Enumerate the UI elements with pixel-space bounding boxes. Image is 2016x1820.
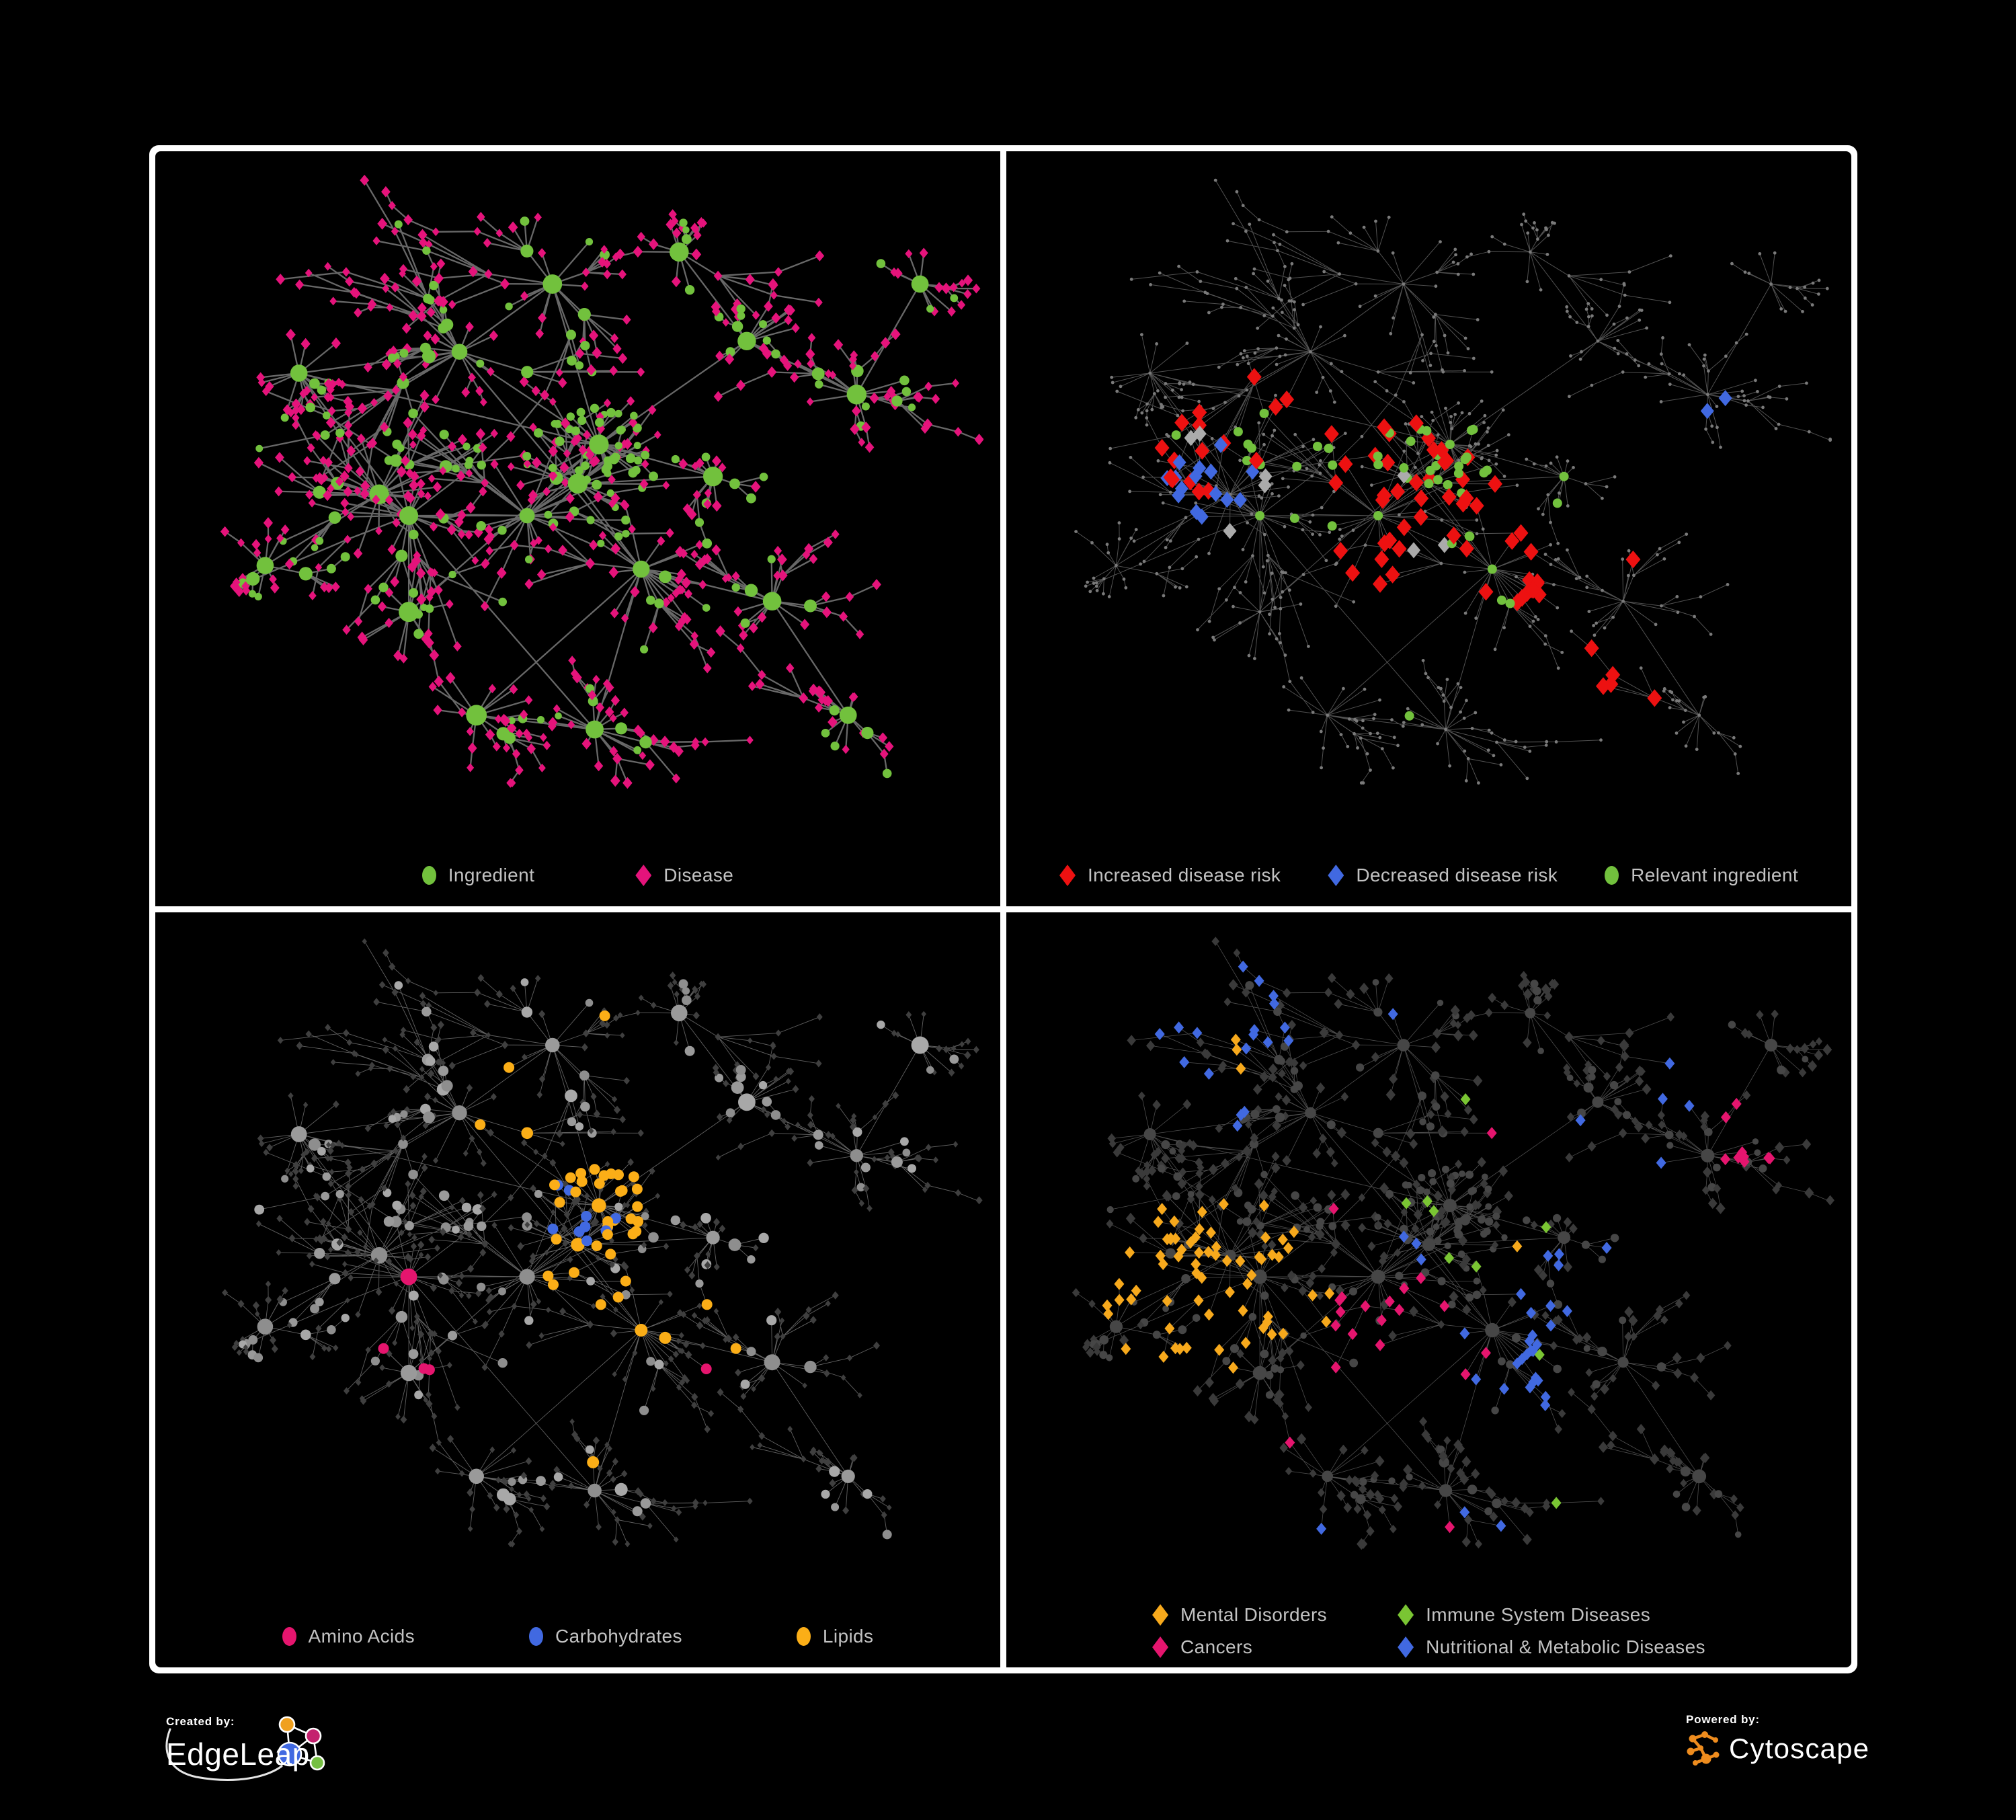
legend-item-mental-disorders: Mental Disorders [1152,1604,1327,1626]
legend-item-immune-system-diseases: Immune System Diseases [1398,1604,1650,1626]
legend-label: Cancers [1180,1636,1253,1657]
edgeleap-attribution: Created by: EdgeLeap [165,1715,395,1796]
legend-marker-increased-disease-risk [1059,865,1076,886]
legend-label: Amino Acids [308,1626,415,1647]
legend-label: Decreased disease risk [1356,865,1558,885]
legend-label: Mental Disorders [1180,1604,1328,1625]
legend-marker-disease [635,865,652,886]
legend-item-increased-disease-risk: Increased disease risk [1059,865,1281,886]
nutrient-classes-legend: Amino Acids Carbohydrates Lipids [155,1626,1000,1647]
disease-classes-legend: Mental Disorders Immune System Diseases Ca… [1006,1604,1851,1658]
network-grid: Ingredient Disease Increased disease risk… [149,145,1857,1673]
legend-item-relevant-ingredient: Relevant ingredient [1605,865,1798,886]
disease-risk-legend: Increased disease risk Decreased disease … [1006,865,1851,886]
legend-marker-cancers [1152,1636,1169,1658]
legend-label: Immune System Diseases [1426,1604,1651,1625]
panel-disease-risk: Increased disease risk Decreased disease … [1006,151,1851,906]
legend-item-cancers: Cancers [1152,1636,1252,1658]
legend-item-decreased-disease-risk: Decreased disease risk [1328,865,1558,886]
edgeleap-wordmark: EdgeLeap [166,1737,310,1772]
disease-risk-network [1074,178,1832,785]
ingredient-disease-legend: Ingredient Disease [155,865,1000,886]
cytoscape-attribution: Powered by: [1686,1713,1869,1768]
legend-label: Nutritional & Metabolic Diseases [1426,1636,1705,1657]
powered-by-label: Powered by: [1686,1713,1760,1726]
legend-item-carbohydrates: Carbohydrates [529,1626,682,1647]
legend-item-lipids: Lipids [796,1626,874,1647]
cytoscape-logo-icon [1687,1731,1720,1766]
legend-label: Carbohydrates [555,1626,682,1647]
legend-item-ingredient: Ingredient [421,865,535,886]
legend-marker-ingredient [421,866,436,885]
disease-classes-network [1072,937,1834,1550]
legend-marker-carbohydrates [529,1627,544,1646]
legend-marker-amino-acids [282,1627,296,1646]
legend-item-disease: Disease [635,865,733,886]
legend-label: Relevant ingredient [1631,865,1799,885]
legend-marker-immune-system-diseases [1398,1604,1414,1626]
legend-marker-relevant-ingredient [1605,866,1619,885]
panel-ingredient-disease: Ingredient Disease [155,151,1000,906]
legend-item-nutritional-metabolic-diseases: Nutritional & Metabolic Diseases [1398,1636,1705,1658]
legend-marker-lipids [796,1627,811,1646]
legend-marker-decreased-disease-risk [1328,865,1344,886]
cytoscape-wordmark: Cytoscape [1729,1733,1870,1764]
legend-item-amino-acids: Amino Acids [282,1626,415,1647]
legend-marker-mental-disorders [1152,1604,1169,1626]
nutrient-classes-network [222,938,983,1548]
edgeleap-logo-icon [165,1716,325,1781]
created-by-label: Created by: [166,1715,235,1728]
panel-disease-classes: Mental Disorders Immune System Diseases Ca… [1006,912,1851,1667]
legend-label: Increased disease risk [1087,865,1281,885]
ingredient-disease-network [220,174,984,789]
legend-label: Lipids [822,1626,874,1647]
legend-label: Disease [663,865,734,885]
panel-nutrient-classes: Amino Acids Carbohydrates Lipids [155,912,1000,1667]
legend-label: Ingredient [448,865,535,885]
legend-marker-nutritional-metabolic-diseases [1398,1636,1414,1658]
